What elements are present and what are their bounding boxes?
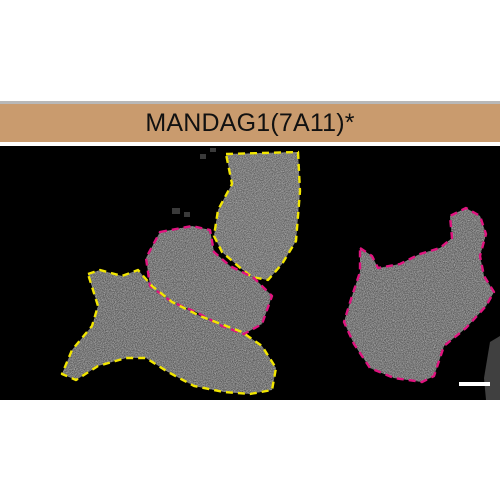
micrograph-image: [0, 146, 500, 400]
scale-bar: [459, 382, 490, 386]
header-title: MANDAG1(7A11)*: [145, 108, 355, 137]
debris-specks: [172, 148, 216, 217]
top-divider: [0, 101, 500, 104]
outline-yellow-top: [212, 150, 302, 282]
cell-texture: [62, 152, 494, 394]
cell-outlines: [60, 150, 496, 396]
outline-magenta-middle: [144, 224, 274, 336]
micrograph-svg: [60, 148, 500, 400]
outline-magenta-right: [342, 206, 496, 384]
header-band: MANDAG1(7A11)*: [0, 104, 500, 142]
cell-body-edge-partial: [484, 336, 500, 400]
